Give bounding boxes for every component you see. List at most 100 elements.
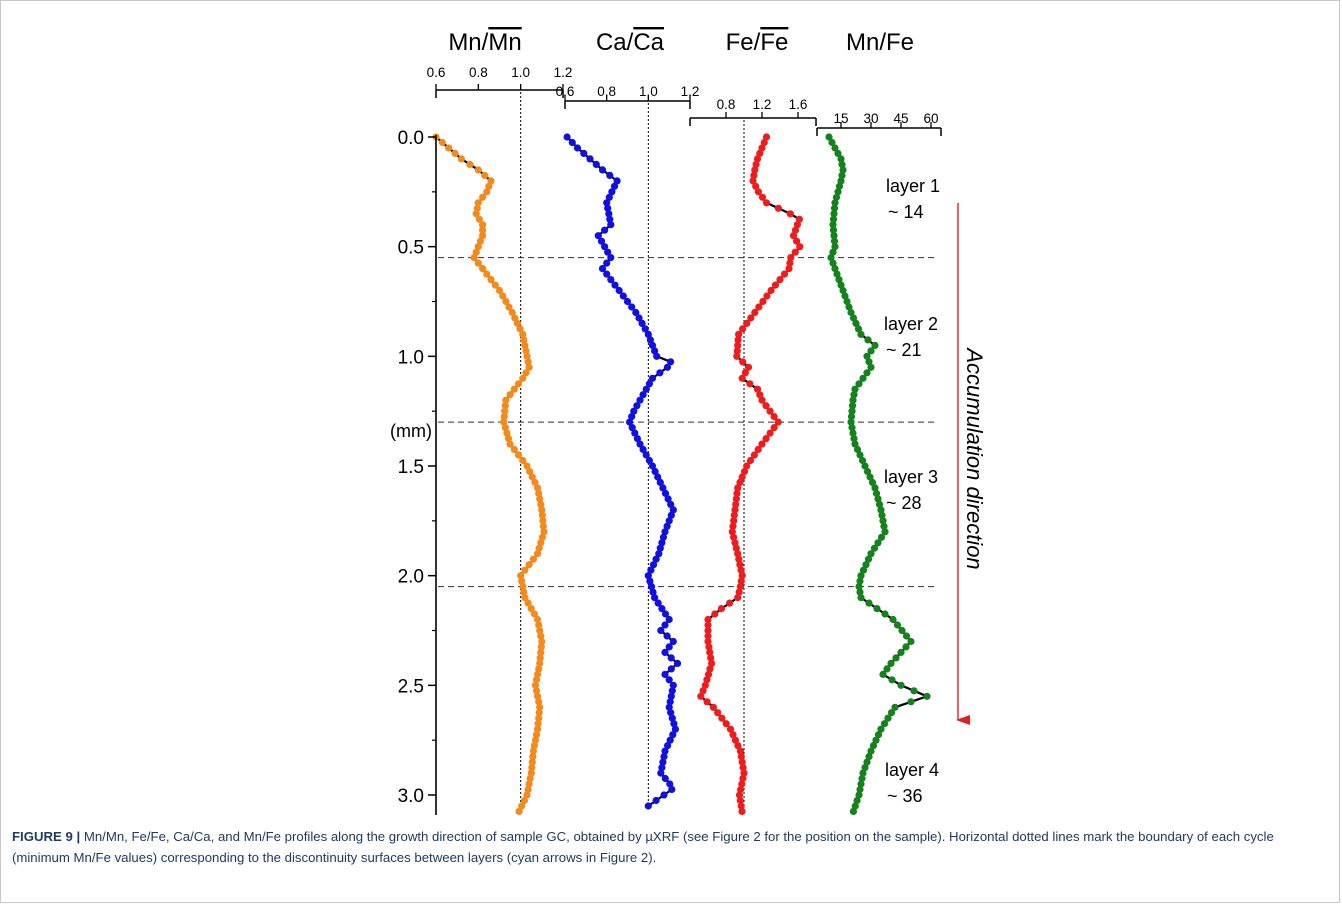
- data-point-mn: [524, 599, 532, 607]
- data-point-ca: [645, 456, 654, 465]
- data-point-mn: [535, 698, 543, 706]
- data-point-ca: [669, 637, 677, 646]
- data-point-fe: [734, 594, 742, 602]
- data-point-fe: [705, 643, 713, 651]
- data-point-mnfe: [867, 747, 875, 755]
- data-point-mnfe: [872, 489, 881, 497]
- data-point-fe: [734, 336, 742, 344]
- data-point-fe: [738, 758, 746, 766]
- data-point-fe: [726, 725, 735, 733]
- panel-title-fe: Fe/Fe: [726, 29, 789, 56]
- data-point-mnfe: [881, 528, 889, 536]
- data-point-ca: [659, 758, 667, 766]
- data-point-mnfe: [856, 785, 864, 794]
- data-point-fe: [730, 511, 738, 519]
- data-point-fe: [746, 456, 755, 465]
- data-point-mn: [445, 144, 453, 152]
- data-point-fe: [762, 402, 770, 410]
- data-point-ca: [657, 769, 665, 777]
- data-point-mn: [535, 544, 543, 552]
- data-point-ca: [666, 780, 674, 788]
- data-point-ca: [654, 599, 662, 607]
- data-point-ca: [626, 418, 634, 426]
- title-denominator: Ca: [633, 29, 664, 56]
- data-point-mn: [528, 473, 536, 481]
- data-point-fe: [763, 292, 771, 300]
- data-point-fe: [753, 155, 762, 163]
- data-point-fe: [741, 369, 750, 377]
- data-point-fe: [738, 807, 746, 816]
- data-point-fe: [774, 418, 782, 426]
- data-point-ca: [673, 659, 682, 668]
- data-point-ca: [661, 648, 669, 657]
- data-point-mnfe: [923, 692, 931, 700]
- data-point-mnfe: [869, 742, 878, 750]
- data-point-ca: [652, 796, 660, 805]
- data-point-fe: [760, 138, 768, 147]
- data-point-fe: [728, 528, 736, 536]
- data-point-fe: [771, 281, 780, 289]
- data-point-mn: [536, 703, 544, 711]
- data-point-fe: [753, 385, 762, 393]
- data-point-mn: [487, 276, 495, 284]
- data-point-fe: [735, 330, 743, 338]
- data-point-ca: [631, 429, 639, 437]
- title-numerator: Ca/: [596, 29, 634, 56]
- data-point-mn: [527, 605, 535, 613]
- data-point-ca: [649, 561, 658, 569]
- data-point-fe: [738, 473, 746, 481]
- data-point-mn: [483, 188, 491, 196]
- data-point-mn: [470, 254, 478, 262]
- data-point-mnfe: [887, 659, 895, 668]
- data-point-mn: [474, 166, 482, 174]
- data-point-ca: [659, 533, 668, 541]
- data-point-mnfe: [867, 363, 875, 371]
- data-point-mnfe: [867, 347, 875, 355]
- data-point-mn: [500, 418, 508, 426]
- data-point-ca: [667, 511, 675, 519]
- data-point-ca: [586, 155, 594, 163]
- data-point-mn: [506, 391, 514, 399]
- data-point-mn: [514, 451, 523, 459]
- title-denominator: Fe: [886, 29, 914, 56]
- data-point-mn: [532, 676, 541, 684]
- data-point-ca: [633, 435, 642, 443]
- data-point-ca: [604, 204, 612, 212]
- data-point-mn: [520, 588, 528, 596]
- data-point-ca: [615, 286, 623, 295]
- data-point-ca: [654, 473, 662, 481]
- layer-annotations: layer 1 ~ 14 layer 2 ~ 21 layer 3 ~ 28 layer 4…: [884, 176, 987, 806]
- data-point-fe: [762, 133, 771, 141]
- data-point-mnfe: [843, 297, 851, 306]
- data-point-mn: [536, 659, 544, 668]
- data-point-ca: [663, 632, 671, 640]
- title-denominator: Fe: [760, 29, 788, 56]
- data-point-fe: [733, 347, 741, 355]
- data-point-mn: [524, 358, 532, 366]
- data-point-mn: [525, 561, 533, 569]
- data-point-mnfe: [875, 500, 884, 508]
- data-point-mnfe: [884, 714, 892, 722]
- data-point-mn: [540, 528, 548, 536]
- data-point-mn: [511, 314, 519, 322]
- data-point-ca: [667, 654, 675, 662]
- data-point-mn: [529, 747, 538, 755]
- data-point-fe: [730, 533, 738, 541]
- data-point-fe: [793, 237, 801, 245]
- data-point-mn: [537, 648, 545, 657]
- data-point-mnfe: [831, 144, 839, 152]
- data-point-mnfe: [848, 402, 857, 410]
- data-point-ca: [628, 424, 636, 432]
- data-point-mn: [479, 193, 487, 201]
- data-point-mn: [466, 160, 474, 168]
- data-point-mnfe: [829, 226, 838, 234]
- data-point-fe: [735, 791, 744, 799]
- data-point-fe: [758, 144, 766, 152]
- data-point-ca: [668, 687, 676, 695]
- data-point-ca: [601, 226, 609, 234]
- data-point-ca: [661, 774, 669, 783]
- data-point-mnfe: [832, 193, 841, 201]
- data-point-ca: [608, 188, 616, 196]
- data-point-mnfe: [863, 352, 871, 360]
- data-point-mn: [529, 753, 537, 761]
